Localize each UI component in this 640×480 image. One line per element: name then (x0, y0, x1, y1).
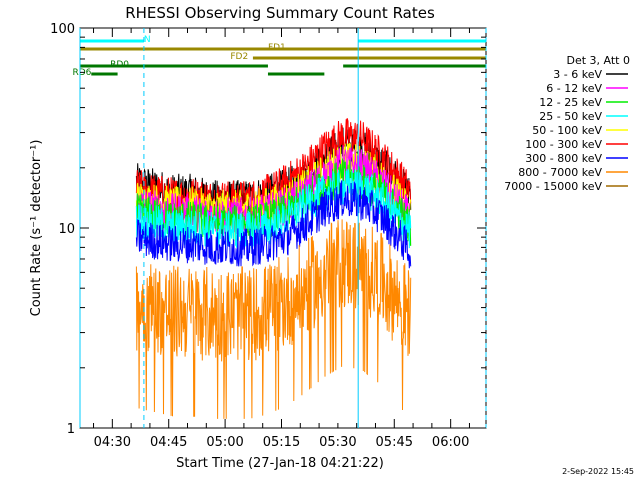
legend-title: Det 3, Att 0 (567, 54, 631, 67)
x-tick-label: 06:00 (432, 435, 469, 450)
state-bar-label: RD0 (110, 60, 129, 70)
state-bar-label: N (144, 35, 151, 45)
series-line (135, 180, 412, 269)
x-axis: 04:30 04:45 05:00 05:15 05:30 05:45 06:00 (93, 28, 470, 450)
x-axis-label: Start Time (27-Jan-18 04:21:22) (176, 456, 384, 471)
x-tick-label: 05:00 (206, 435, 243, 450)
state-bar-label: RD6 (72, 68, 91, 78)
y-tick-label: 1 (67, 422, 75, 437)
instrument-state-bars: N FD1 FD2 RD0 RD6 (72, 35, 486, 78)
x-tick-label: 05:30 (319, 435, 356, 450)
x-tick-label: 05:45 (376, 435, 413, 450)
y-tick-label: 100 (50, 22, 75, 37)
legend-label: 3 - 6 keV (553, 68, 602, 81)
series-layer (135, 118, 412, 419)
legend-label: 300 - 800 keV (525, 152, 602, 165)
state-bar-label: FD1 (268, 43, 286, 53)
legend-label: 6 - 12 keV (546, 82, 602, 95)
legend-label: 100 - 300 keV (525, 138, 602, 151)
legend-label: 7000 - 15000 keV (504, 180, 602, 193)
y-axis: 1 10 100 (50, 22, 486, 437)
series-line (135, 219, 412, 419)
x-tick-label: 05:15 (263, 435, 300, 450)
y-tick-label: 10 (58, 222, 75, 237)
legend-label: 50 - 100 keV (532, 124, 602, 137)
legend-label: 800 - 7000 keV (518, 166, 602, 179)
chart-title: RHESSI Observing Summary Count Rates (125, 4, 435, 22)
legend-label: 25 - 50 keV (539, 110, 602, 123)
footer-timestamp: 2-Sep-2022 15:45 (562, 467, 634, 476)
y-axis-label: Count Rate (s⁻¹ detector⁻¹) (29, 140, 44, 317)
x-tick-label: 04:45 (150, 435, 187, 450)
x-tick-label: 04:30 (94, 435, 131, 450)
legend-label: 12 - 25 keV (539, 96, 602, 109)
state-bar-label: FD2 (230, 52, 248, 62)
